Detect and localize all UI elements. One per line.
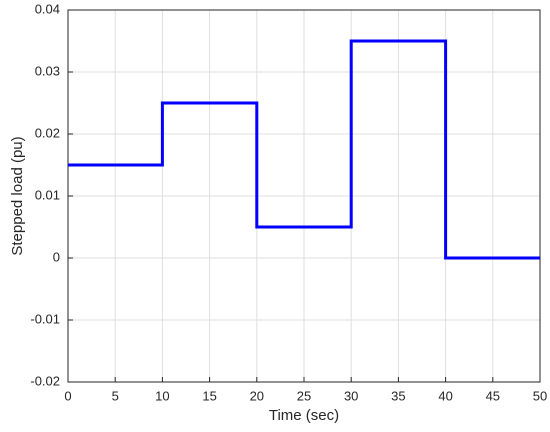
y-tick-label: -0.01 <box>30 311 60 326</box>
x-tick-label: 0 <box>64 388 71 403</box>
data-line <box>68 39 540 260</box>
x-tick-label: 20 <box>250 388 264 403</box>
x-tick-label: 30 <box>344 388 358 403</box>
x-tick-label: 5 <box>112 388 119 403</box>
x-tick-label: 15 <box>202 388 216 403</box>
y-tick-label: 0.03 <box>35 63 60 78</box>
y-tick-label: 0 <box>53 249 60 264</box>
x-tick-label: 45 <box>486 388 500 403</box>
x-tick-label: 25 <box>297 388 311 403</box>
y-axis-label: Stepped load (pu) <box>9 136 26 255</box>
x-axis-label: Time (sec) <box>269 407 339 424</box>
y-tick-label: 0.04 <box>35 1 60 16</box>
y-tick-label: 0.02 <box>35 125 60 140</box>
y-tick-label: 0.01 <box>35 187 60 202</box>
x-tick-label: 40 <box>438 388 452 403</box>
y-tick-label: -0.02 <box>30 373 60 388</box>
plot-frame <box>67 9 541 383</box>
x-tick-label: 50 <box>533 388 547 403</box>
x-tick-label: 10 <box>155 388 169 403</box>
x-tick-label: 35 <box>391 388 405 403</box>
